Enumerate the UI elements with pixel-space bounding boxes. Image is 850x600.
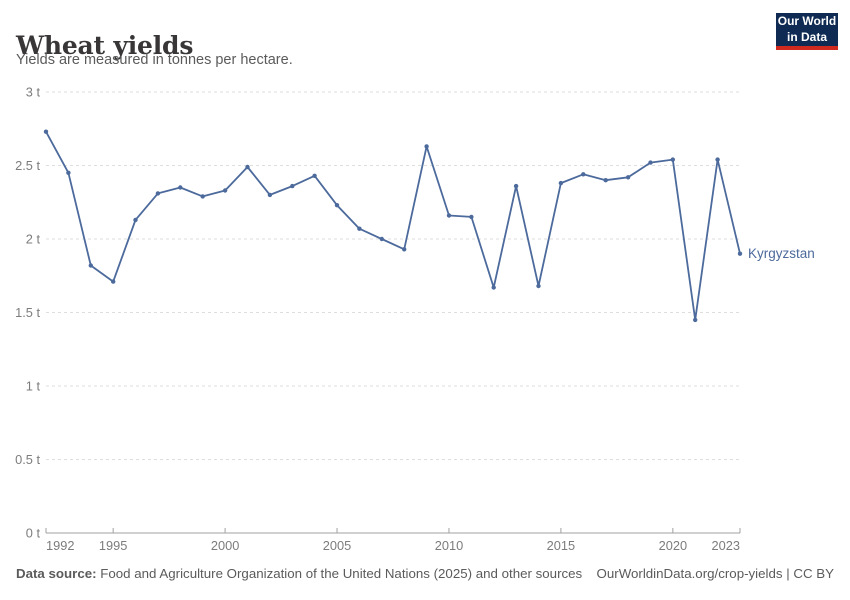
data-point-2000[interactable] (222, 188, 228, 193)
data-point-2023[interactable] (737, 251, 743, 256)
data-point-1995[interactable] (111, 279, 116, 284)
x-tick-label: 2005 (323, 538, 351, 553)
data-point-2008[interactable] (402, 247, 407, 252)
x-tick-label: 2015 (547, 538, 575, 553)
data-point-2004[interactable] (312, 173, 317, 178)
x-tick-label: 2000 (211, 538, 239, 553)
data-point-1998[interactable] (178, 185, 183, 190)
kyrgyzstan-line[interactable] (45, 130, 741, 321)
data-point-2002[interactable] (267, 192, 273, 198)
chart-subtitle: Yields are measured in tonnes per hectar… (16, 52, 293, 68)
x-tick-label: 2020 (659, 538, 687, 553)
data-point-2022[interactable] (715, 157, 720, 162)
owid-logo-line2: in Data (786, 29, 827, 44)
x-tick-label: 1992 (46, 538, 74, 553)
data-point-2011[interactable] (469, 214, 474, 220)
data-point-2019[interactable] (648, 160, 653, 165)
owid-logo-line1: Our World (777, 13, 837, 28)
data-point-1993[interactable] (66, 170, 71, 175)
data-point-2020[interactable] (670, 157, 675, 162)
data-point-2010[interactable] (446, 213, 452, 218)
data-source-text: Food and Agriculture Organization of the… (96, 566, 583, 581)
data-point-2012[interactable] (491, 285, 496, 290)
data-point-2001[interactable] (245, 164, 250, 170)
y-tick-label: 0 t (26, 526, 41, 541)
data-point-2005[interactable] (334, 203, 340, 208)
y-tick-label: 0.5 t (15, 452, 40, 467)
data-source-note: Data source: Food and Agriculture Organi… (16, 566, 582, 581)
data-point-2016[interactable] (581, 172, 586, 177)
data-point-2006[interactable] (357, 226, 362, 231)
owid-logo[interactable]: Our World in Data (776, 13, 838, 50)
data-point-2017[interactable] (603, 178, 608, 183)
data-point-2021[interactable] (693, 317, 698, 323)
x-tick-label: 2023 (712, 538, 740, 553)
x-tick-label: 2010 (435, 538, 463, 553)
y-tick-label: 2.5 t (15, 158, 40, 173)
data-point-2013[interactable] (513, 183, 519, 189)
data-point-1999[interactable] (200, 194, 205, 199)
data-point-2014[interactable] (536, 283, 541, 289)
license-link[interactable]: OurWorldinData.org/crop-yields | CC BY (596, 566, 834, 581)
data-point-2015[interactable] (558, 180, 564, 186)
data-point-1992[interactable] (43, 129, 49, 134)
page-title: Wheat yields (16, 30, 194, 60)
series-end-label[interactable]: Kyrgyzstan (748, 246, 815, 261)
y-tick-label: 1.5 t (15, 305, 40, 320)
data-point-2009[interactable] (424, 144, 429, 149)
data-point-2018[interactable] (625, 175, 631, 180)
data-point-1994[interactable] (88, 263, 94, 268)
data-point-2007[interactable] (379, 236, 384, 242)
data-source-label: Data source: (16, 566, 97, 581)
y-tick-label: 3 t (26, 85, 41, 100)
data-point-1997[interactable] (155, 191, 161, 196)
x-tick-label: 1995 (99, 538, 127, 553)
chart-footer: Data source: Food and Agriculture Organi… (16, 566, 834, 581)
y-tick-label: 1 t (26, 379, 41, 394)
data-point-2003[interactable] (290, 183, 295, 189)
data-point-1996[interactable] (133, 217, 138, 223)
y-tick-label: 2 t (26, 232, 41, 247)
